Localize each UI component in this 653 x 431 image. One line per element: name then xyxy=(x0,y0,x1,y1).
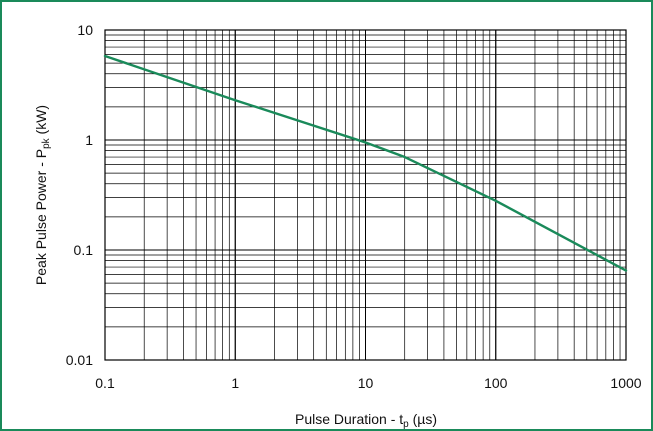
x-tick-labels: 0.1 1 10 100 1000 xyxy=(95,375,642,391)
x-axis-label: Pulse Duration - tp (µs) xyxy=(295,411,437,430)
x-tick-label: 0.1 xyxy=(95,375,115,391)
x-tick-label: 10 xyxy=(358,375,374,391)
x-tick-label: 100 xyxy=(484,375,508,391)
x-tick-label: 1000 xyxy=(610,375,641,391)
y-axis-label: Peak Pulse Power - Ppk (kW) xyxy=(33,105,52,285)
grid-lines xyxy=(104,29,627,361)
plot-area-border xyxy=(104,29,627,361)
y-tick-label: 1 xyxy=(85,132,93,148)
y-tick-label: 0.1 xyxy=(74,242,94,258)
y-tick-labels: 0.01 0.1 1 10 xyxy=(66,22,93,368)
y-tick-label: 10 xyxy=(77,22,93,38)
series-line-1 xyxy=(103,54,628,272)
series-layer xyxy=(103,54,628,272)
x-tick-label: 1 xyxy=(231,375,239,391)
y-tick-label: 0.01 xyxy=(66,352,93,368)
